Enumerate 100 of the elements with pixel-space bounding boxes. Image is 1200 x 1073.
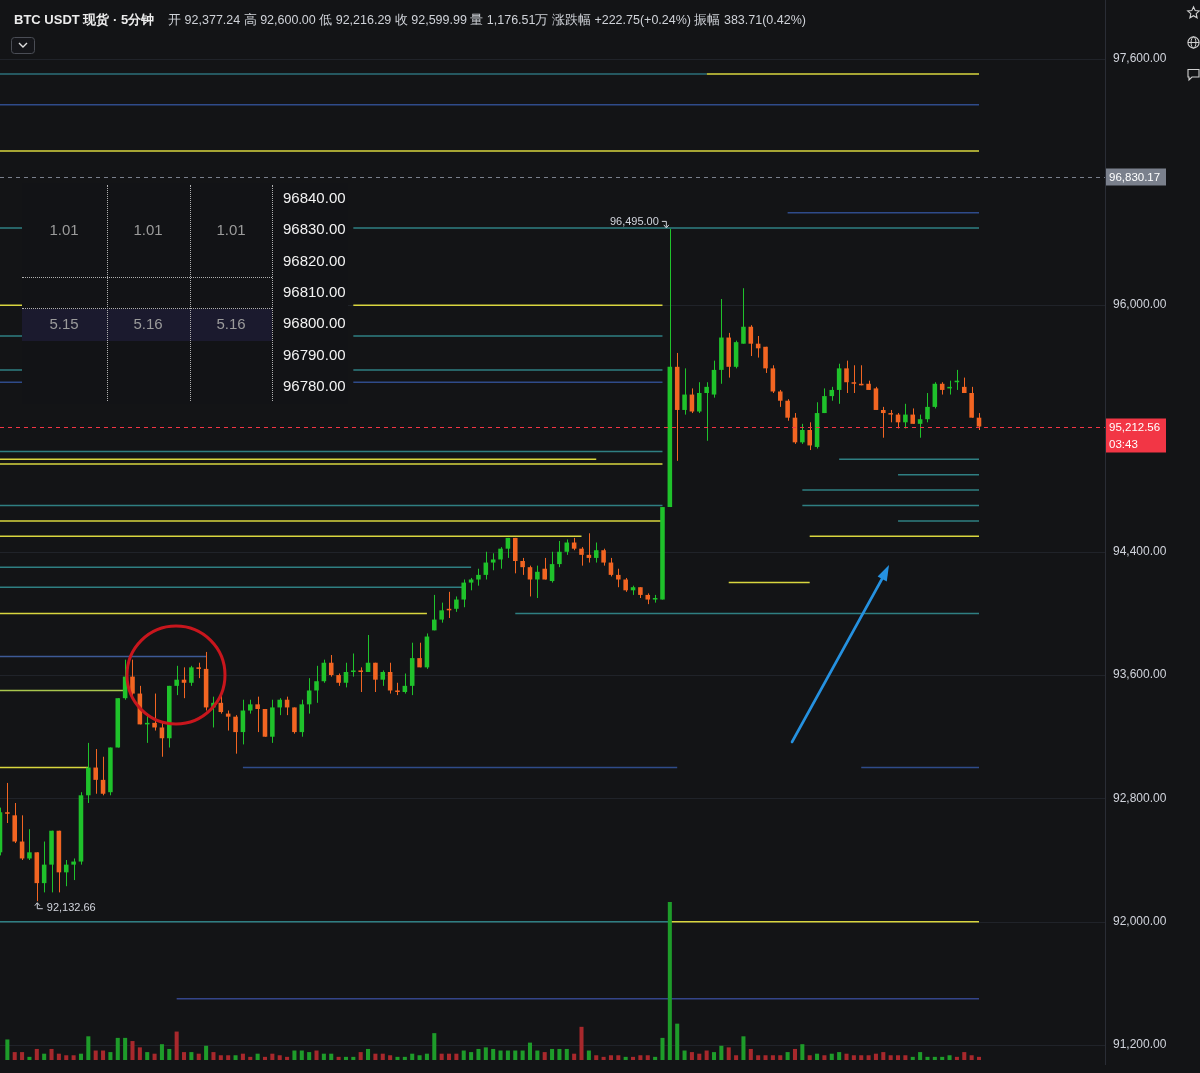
candlestick: [71, 857, 76, 881]
bar: [550, 1048, 555, 1060]
bar: [756, 1055, 761, 1060]
bar: [940, 1056, 945, 1060]
candlestick: [844, 360, 849, 394]
candlestick: [836, 363, 842, 405]
bar: [137, 1047, 142, 1060]
bar: [557, 1048, 562, 1060]
bar: [807, 1055, 812, 1060]
bar: [689, 1052, 694, 1060]
bar: [616, 1055, 621, 1060]
candlestick: [63, 859, 69, 887]
bar: [56, 1053, 61, 1060]
bar: [402, 1056, 407, 1060]
candlestick: [535, 565, 540, 599]
bar: [976, 1056, 982, 1060]
bar: [903, 1055, 908, 1060]
annotation: 1.01: [216, 220, 246, 238]
bar: [844, 1053, 849, 1060]
bar: [336, 1056, 341, 1060]
candlestick: [579, 546, 584, 567]
bar: [542, 1052, 547, 1060]
bar: [564, 1048, 569, 1060]
bar: [277, 1055, 282, 1060]
candlestick: [851, 364, 857, 394]
candlestick: [881, 406, 886, 439]
bar: [93, 1050, 98, 1060]
annotation: 1.01: [133, 220, 163, 238]
bar: [763, 1055, 768, 1060]
bar: [5, 1039, 10, 1060]
bar: [446, 1053, 452, 1060]
bar: [189, 1052, 194, 1060]
bar: [78, 1053, 83, 1060]
bar: [962, 1052, 967, 1060]
bar: [704, 1050, 709, 1060]
bar: [579, 1026, 584, 1060]
bar: [520, 1050, 525, 1060]
bar: [505, 1050, 510, 1060]
bar: [211, 1052, 216, 1060]
ref-line-label: 95,212.56 03:43: [1109, 420, 1161, 450]
bar: [34, 1048, 39, 1060]
bar: [513, 1050, 518, 1060]
bar: [49, 1048, 54, 1060]
bar: [918, 1052, 923, 1060]
y-tick-label: 92,000.00: [1113, 913, 1167, 928]
bar: [770, 1055, 775, 1060]
candlestick: [152, 693, 157, 732]
bar: [145, 1052, 150, 1060]
bar: [108, 1052, 113, 1060]
bar: [645, 1055, 650, 1060]
text: BTC USDT 现货 · 5分钟: [14, 11, 155, 29]
annotation: 92,132.66: [46, 901, 96, 914]
bar: [12, 1052, 17, 1060]
bar: [726, 1047, 731, 1060]
bar: [307, 1052, 312, 1060]
bar: [925, 1056, 930, 1060]
annotation: 96,495.00: [609, 214, 659, 227]
text: 开 92,377.24 高 92,600.00 低 92,216.29 收 92,599.99 量 1,176.51万 涨跌幅 +222.75(+0.24%) 振幅 383.71(0.42%): [168, 12, 806, 29]
bar: [469, 1052, 474, 1060]
annotation: 96810.00: [283, 282, 346, 300]
candlestick: [27, 828, 32, 861]
bar: [594, 1055, 599, 1060]
bar: [27, 1056, 32, 1060]
candlestick: [800, 423, 805, 445]
annotation: 5.16: [216, 314, 246, 332]
bar: [395, 1056, 400, 1060]
bar: [631, 1056, 636, 1060]
bar: [711, 1052, 717, 1060]
bar: [226, 1055, 231, 1060]
bar: [954, 1056, 959, 1060]
bar: [182, 1052, 187, 1060]
bar: [71, 1055, 76, 1060]
bar: [380, 1053, 385, 1060]
bar: [498, 1050, 503, 1060]
candlestick: [593, 542, 599, 564]
candlestick: [432, 594, 437, 631]
y-tick-label: 94,400.00: [1113, 544, 1167, 559]
bar: [881, 1052, 886, 1060]
bar: [483, 1047, 488, 1060]
bar: [410, 1053, 415, 1060]
bar: [233, 1055, 238, 1060]
candlestick: [358, 666, 363, 693]
bar: [321, 1053, 326, 1060]
bar: [778, 1055, 783, 1060]
bar: [660, 1037, 665, 1060]
bar: [623, 1056, 628, 1060]
bar: [101, 1050, 106, 1060]
bar: [837, 1052, 842, 1060]
bar: [351, 1056, 356, 1060]
bar: [608, 1055, 613, 1060]
annotation: 5.15: [49, 314, 79, 332]
bar: [248, 1056, 253, 1060]
y-tick-label: 97,600.00: [1113, 50, 1167, 65]
bar: [638, 1055, 643, 1060]
bar: [439, 1053, 444, 1060]
bar: [174, 1031, 179, 1060]
candlestick: [785, 398, 790, 422]
candlestick: [822, 387, 827, 414]
candlestick: [93, 748, 98, 795]
annotation: 5.16: [133, 314, 163, 332]
